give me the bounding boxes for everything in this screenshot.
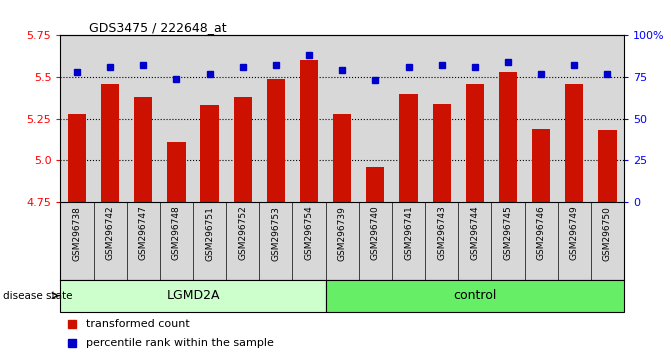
Bar xyxy=(491,35,525,202)
Text: GSM296747: GSM296747 xyxy=(139,206,148,261)
Bar xyxy=(392,35,425,202)
Text: GSM296741: GSM296741 xyxy=(404,206,413,261)
Bar xyxy=(466,84,484,202)
FancyBboxPatch shape xyxy=(60,280,325,312)
Bar xyxy=(267,79,285,202)
Text: percentile rank within the sample: percentile rank within the sample xyxy=(86,338,274,348)
Text: GSM296753: GSM296753 xyxy=(271,206,280,261)
Bar xyxy=(399,93,417,202)
Text: GSM296746: GSM296746 xyxy=(537,206,546,261)
Bar xyxy=(300,60,318,202)
Bar xyxy=(425,35,458,202)
Bar xyxy=(160,35,193,202)
Bar xyxy=(525,35,558,202)
Bar xyxy=(366,167,384,202)
Bar xyxy=(591,35,624,202)
Bar xyxy=(93,35,127,202)
Bar xyxy=(60,35,93,202)
Bar xyxy=(193,35,226,202)
Bar xyxy=(325,35,359,202)
Text: GSM296743: GSM296743 xyxy=(437,206,446,261)
Text: GDS3475 / 222648_at: GDS3475 / 222648_at xyxy=(89,21,226,34)
Bar xyxy=(234,97,252,202)
Bar xyxy=(558,35,591,202)
Bar xyxy=(134,97,152,202)
Text: LGMD2A: LGMD2A xyxy=(166,289,220,302)
Bar xyxy=(433,104,451,202)
Text: GSM296754: GSM296754 xyxy=(305,206,313,261)
Text: transformed count: transformed count xyxy=(86,319,189,329)
Text: GSM296739: GSM296739 xyxy=(338,206,347,261)
Bar xyxy=(499,72,517,202)
Text: disease state: disease state xyxy=(3,291,73,301)
Text: GSM296750: GSM296750 xyxy=(603,206,612,261)
Text: control: control xyxy=(453,289,497,302)
Text: GSM296748: GSM296748 xyxy=(172,206,181,261)
Bar xyxy=(359,35,392,202)
Text: GSM296742: GSM296742 xyxy=(105,206,115,260)
Bar xyxy=(293,35,325,202)
Bar xyxy=(68,114,86,202)
Bar xyxy=(532,129,550,202)
Text: GSM296745: GSM296745 xyxy=(503,206,513,261)
Bar xyxy=(259,35,293,202)
Bar xyxy=(458,35,491,202)
Bar xyxy=(565,84,583,202)
Text: GSM296749: GSM296749 xyxy=(570,206,579,261)
Text: GSM296738: GSM296738 xyxy=(72,206,81,261)
Bar xyxy=(127,35,160,202)
Text: GSM296751: GSM296751 xyxy=(205,206,214,261)
FancyBboxPatch shape xyxy=(325,280,624,312)
Text: GSM296740: GSM296740 xyxy=(371,206,380,261)
Bar xyxy=(101,84,119,202)
Bar xyxy=(333,114,352,202)
Text: GSM296744: GSM296744 xyxy=(470,206,479,260)
Bar xyxy=(167,142,186,202)
Bar xyxy=(201,105,219,202)
Text: GSM296752: GSM296752 xyxy=(238,206,247,261)
Bar xyxy=(226,35,259,202)
Bar xyxy=(599,130,617,202)
